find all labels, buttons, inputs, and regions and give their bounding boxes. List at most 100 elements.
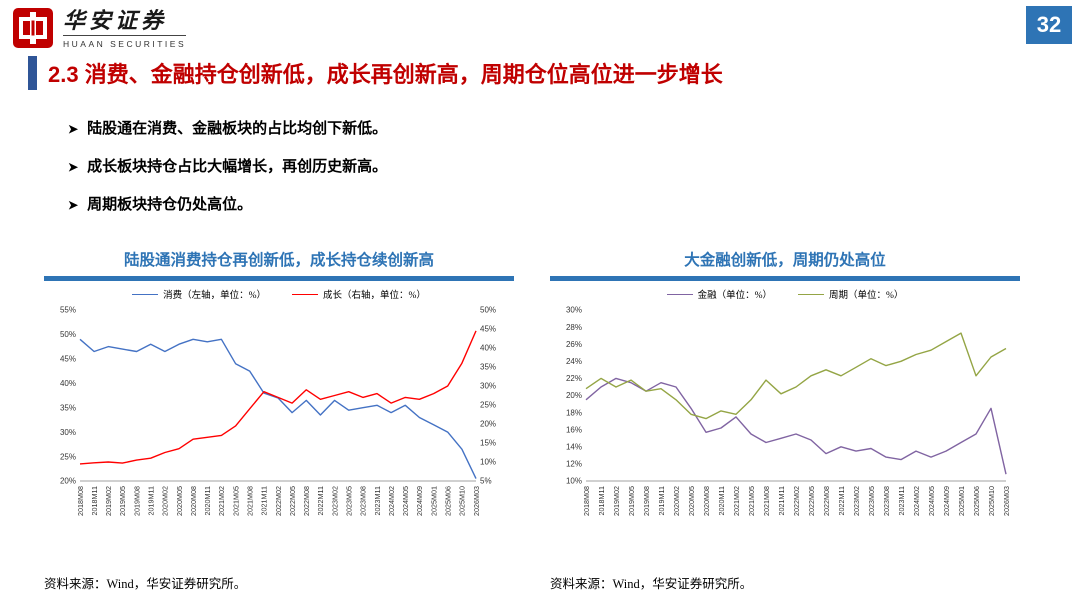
axis-label: 2021M02: [217, 486, 226, 516]
axis-label: 2021M05: [747, 486, 756, 516]
axis-label: 2020M08: [702, 486, 711, 516]
axis-label: 2024M09: [415, 486, 424, 516]
axis-label: 2018M11: [90, 486, 99, 515]
axis-label: 2022M05: [807, 486, 816, 516]
axis-label: 28%: [566, 323, 582, 332]
axis-label: 2023M11: [373, 486, 382, 515]
axis-label: 2023M08: [882, 486, 891, 516]
axis-label: 2024M05: [401, 486, 410, 516]
axis-label: 2022M02: [792, 486, 801, 516]
axis-label: 2019M02: [104, 486, 113, 516]
source-note: 资料来源：Wind，华安证券研究所。: [44, 577, 247, 591]
chart-title-underline: [44, 276, 514, 281]
logo-text-block: 华安证券 HUAAN SECURITIES: [63, 7, 187, 49]
axis-label: 10%: [480, 458, 496, 467]
axis-label: 2020M11: [717, 486, 726, 515]
axis-label: 2023M02: [852, 486, 861, 516]
axis-label: 14%: [566, 443, 582, 452]
chart-legend: 金融（单位：%） 周期（单位：%）: [550, 286, 1020, 302]
axis-label: 15%: [480, 439, 496, 448]
axis-label: 2025M10: [458, 486, 467, 516]
bullet-item: ➤ 周期板块持仓仍处高位。: [68, 194, 387, 216]
bullet-item: ➤ 成长板块持仓占比大幅增长，再创历史新高。: [68, 156, 387, 178]
axis-label: 50%: [60, 330, 76, 339]
axis-label: 40%: [480, 344, 496, 353]
axis-label: 20%: [60, 477, 76, 486]
axis-label: 2020M05: [175, 486, 184, 516]
title-row: 2.3 消费、金融持仓创新低，成长再创新高，周期仓位高位进一步增长: [28, 56, 1058, 90]
chart-title: 陆股通消费持仓再创新低，成长持仓续创新高: [123, 252, 434, 269]
axis-label: 2019M08: [132, 486, 141, 516]
charts-row: 陆股通消费持仓再创新低，成长持仓续创新高 消费（左轴，单位：%） 成长（右轴，单位…: [44, 250, 1020, 592]
axis-label: 18%: [566, 408, 582, 417]
axis-label: 30%: [60, 428, 76, 437]
axis-label: 2023M02: [330, 486, 339, 516]
axis-label: 2021M02: [732, 486, 741, 516]
source-note: 资料来源：Wind，华安证券研究所。: [550, 577, 753, 591]
axis-label: 2021M11: [260, 486, 269, 515]
axis-label: 2020M11: [203, 486, 212, 515]
axis-label: 2020M02: [161, 486, 170, 516]
axis-label: 2019M05: [118, 486, 127, 516]
axis-label: 2019M11: [657, 486, 666, 515]
axis-label: 2025M01: [429, 486, 438, 516]
axis-label: 2025M01: [957, 486, 966, 516]
chart-panel-consumption-growth: 陆股通消费持仓再创新低，成长持仓续创新高 消费（左轴，单位：%） 成长（右轴，单位…: [44, 250, 514, 592]
legend-label: 金融（单位：%）: [697, 291, 772, 301]
axis-label: 2020M05: [687, 486, 696, 516]
axis-label: 26%: [566, 340, 582, 349]
legend-item: 成长（右轴，单位：%）: [292, 287, 426, 301]
axis-label: 35%: [60, 403, 76, 412]
axis-label: 2025M06: [444, 486, 453, 516]
axis-label: 2023M08: [359, 486, 368, 516]
axis-label: 40%: [60, 379, 76, 388]
bullet-list: ➤ 陆股通在消费、金融板块的占比均创下新低。 ➤ 成长板块持仓占比大幅增长，再创…: [68, 118, 387, 232]
axis-label: 25%: [480, 401, 496, 410]
axis-label: 2021M08: [246, 486, 255, 516]
axis-label: 45%: [480, 325, 496, 334]
chart-title: 大金融创新低，周期仍处高位: [684, 252, 886, 269]
line-chart-consumption-growth: 20% 25% 30% 35% 40% 45% 50% 55% 5% 10% 15% 20% 25% 30…: [60, 306, 496, 516]
legend-label: 消费（左轴，单位：%）: [163, 291, 266, 301]
axis-label: 45%: [60, 355, 76, 364]
axis-label: 24%: [566, 357, 582, 366]
axis-label: 2019M08: [642, 486, 651, 516]
axis-label: 2023M05: [867, 486, 876, 516]
bullet-item: ➤ 陆股通在消费、金融板块的占比均创下新低。: [68, 118, 387, 140]
axis-label: 2022M08: [302, 486, 311, 516]
axis-label: 50%: [480, 306, 496, 315]
legend-line-swatch: [132, 293, 159, 295]
legend-line-swatch: [292, 293, 318, 295]
axis-label: 2018M11: [597, 486, 606, 515]
axis-label: 2022M02: [274, 486, 283, 516]
bullet-text: 陆股通在消费、金融板块的占比均创下新低。: [87, 121, 388, 137]
axis-label: 2020M08: [189, 486, 198, 516]
axis-label: 2024M02: [387, 486, 396, 516]
slide-title: 2.3 消费、金融持仓创新低，成长再创新高，周期仓位高位进一步增长: [48, 62, 723, 87]
legend-label: 周期（单位：%）: [829, 291, 904, 301]
series-line: [585, 332, 1007, 420]
axis-label: 2022M05: [288, 486, 297, 516]
series-line: [79, 338, 477, 479]
legend-item: 金融（单位：%）: [666, 287, 772, 301]
axis-label: 2019M05: [627, 486, 636, 516]
huaan-logo: 华安证券 HUAAN SECURITIES: [12, 7, 187, 49]
huaan-logo-icon: [13, 8, 53, 48]
axis-label: 2018M08: [76, 486, 85, 516]
arrow-bullet-icon: ➤: [68, 160, 79, 174]
chart-legend: 消费（左轴，单位：%） 成长（右轴，单位：%）: [44, 286, 514, 302]
axis-label: 2026M03: [1002, 486, 1011, 516]
axis-label: 2019M11: [147, 486, 156, 515]
axis-label: 12%: [566, 460, 582, 469]
axis-label: 2022M11: [837, 486, 846, 515]
chart-title-underline: [550, 276, 1020, 281]
arrow-bullet-icon: ➤: [68, 122, 79, 136]
axis-label: 2021M08: [762, 486, 771, 516]
legend-line-swatch: [798, 293, 824, 295]
axis-label: 16%: [566, 425, 582, 434]
axis-label: 2023M11: [897, 486, 906, 515]
legend-label: 成长（右轴，单位：%）: [323, 291, 426, 301]
axis-label: 30%: [480, 382, 496, 391]
axis-label: 55%: [60, 306, 76, 315]
axis-label: 2023M05: [345, 486, 354, 516]
